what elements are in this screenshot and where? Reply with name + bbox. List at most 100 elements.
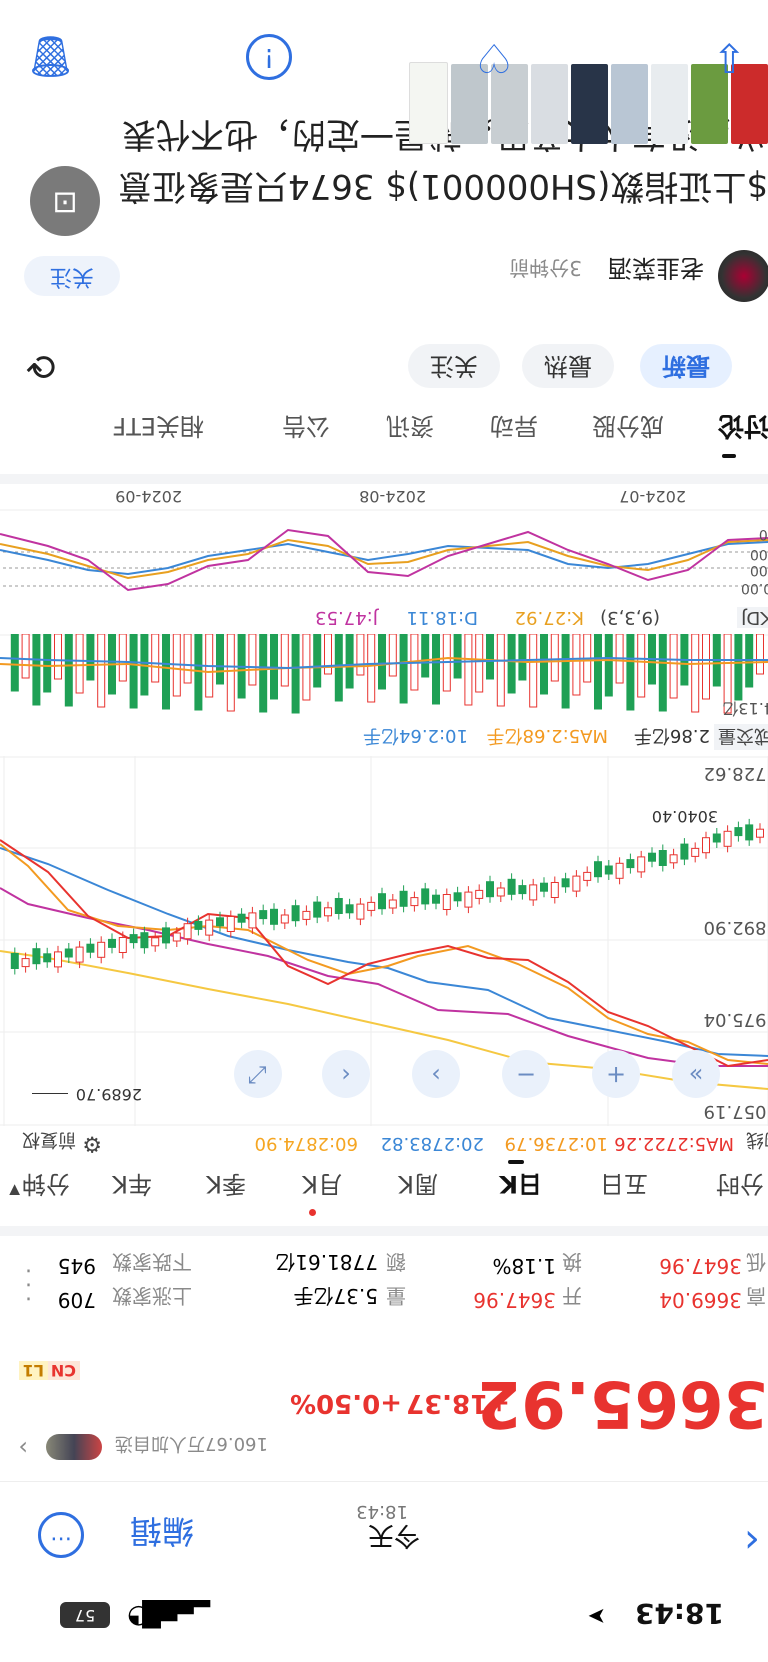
candle-body bbox=[313, 901, 322, 918]
volume-bar bbox=[151, 634, 160, 683]
candle-body bbox=[723, 830, 732, 847]
volume-bar bbox=[43, 634, 52, 693]
candle-body bbox=[21, 958, 30, 968]
kdj-legend: KDJ (9,3,3) K:27.92 D:18.11 J:47.53 bbox=[0, 600, 768, 634]
candle-body bbox=[280, 914, 289, 924]
thumbnail[interactable] bbox=[611, 64, 648, 144]
kline-chart[interactable]: 3057.19 2975.04 2892.90 2728.62 3040.40 … bbox=[0, 756, 768, 1126]
edit-button[interactable]: 编辑 bbox=[129, 1512, 194, 1550]
volume-legend: 成交量 2.86亿手 MA5:2.68亿手 10:2.64亿手 bbox=[0, 722, 768, 756]
period-tabs: 分时 五日 日K 周K 月K 季K 年K 分钟 ▼ bbox=[0, 1160, 768, 1216]
volume-bar bbox=[561, 634, 570, 709]
tab-constituents[interactable]: 成分股 bbox=[592, 412, 664, 440]
volume-bar bbox=[496, 634, 505, 707]
volume-bar bbox=[604, 634, 613, 697]
scroll-right-button[interactable]: › bbox=[412, 1050, 460, 1098]
refresh-icon[interactable]: ⟳ bbox=[25, 345, 56, 386]
volume-bar bbox=[345, 634, 354, 689]
tab-movements[interactable]: 异动 bbox=[490, 412, 538, 440]
thumbnail[interactable] bbox=[651, 64, 688, 144]
tab-rik[interactable]: 日K bbox=[499, 1170, 542, 1198]
candle-body bbox=[118, 937, 127, 953]
zoom-out-button[interactable]: − bbox=[502, 1050, 550, 1098]
volume-bar bbox=[54, 634, 62, 680]
candle-body bbox=[259, 910, 268, 920]
candle-body bbox=[43, 953, 52, 963]
candle-body bbox=[162, 927, 170, 944]
volume-bar bbox=[162, 634, 170, 710]
thumbnail[interactable] bbox=[571, 64, 608, 144]
settings-icon[interactable]: ⚙ bbox=[82, 1131, 102, 1156]
candle-body bbox=[756, 828, 764, 838]
quote-stats: 高 3669.04 开 3647.96 量 5.37亿手 上涨家数 709 低 … bbox=[25, 1250, 766, 1312]
tab-announcements[interactable]: 公告 bbox=[282, 412, 330, 440]
more-icon[interactable]: ⋯ bbox=[38, 1512, 84, 1558]
volume-bar bbox=[367, 634, 376, 703]
candle-body bbox=[54, 951, 62, 968]
tab-fenzhong[interactable]: 分钟 bbox=[22, 1170, 70, 1198]
candle-body bbox=[356, 903, 365, 920]
candle-body bbox=[226, 916, 235, 932]
candle-body bbox=[75, 946, 84, 963]
fast-forward-button[interactable]: » bbox=[672, 1050, 720, 1098]
chip-hot[interactable]: 最热 bbox=[522, 344, 614, 388]
tab-discussion[interactable]: 讨论 bbox=[717, 410, 768, 440]
chip-follow[interactable]: 关注 bbox=[408, 344, 500, 388]
max-price-mark: 2689.70 bbox=[75, 1085, 142, 1104]
dropdown-icon[interactable]: ▼ bbox=[9, 1182, 20, 1198]
scroll-left-button[interactable]: ‹ bbox=[322, 1050, 370, 1098]
chip-latest[interactable]: 最新 bbox=[640, 344, 732, 388]
follow-button[interactable]: 关注 bbox=[24, 256, 120, 296]
location-icon: ➤ bbox=[587, 1603, 606, 1628]
candle-body bbox=[64, 948, 73, 958]
volume-bar bbox=[280, 634, 289, 687]
tab-etf[interactable]: 相关ETF bbox=[112, 412, 204, 440]
author-name[interactable]: 老韭菜酒 bbox=[608, 254, 704, 282]
candle-body bbox=[702, 837, 710, 854]
followers-chevron-icon[interactable]: › bbox=[18, 1434, 28, 1462]
scan-text-icon[interactable]: ⊡ bbox=[30, 166, 100, 236]
candle-body bbox=[388, 899, 397, 909]
candle-body bbox=[637, 856, 646, 873]
fullscreen-button[interactable]: ⤢ bbox=[234, 1050, 282, 1098]
author-avatar[interactable] bbox=[718, 250, 768, 302]
volume-bar bbox=[702, 634, 710, 700]
fq-toggle[interactable]: 前复权 bbox=[22, 1129, 76, 1150]
tab-niank[interactable]: 年K bbox=[112, 1170, 152, 1198]
candle-body bbox=[496, 887, 505, 897]
stats-more-icon[interactable]: · · · bbox=[25, 1257, 32, 1310]
volume-bar bbox=[734, 634, 743, 701]
tab-fenshi[interactable]: 分时 bbox=[716, 1170, 764, 1198]
volume-bar bbox=[32, 634, 41, 706]
volume-bar bbox=[475, 634, 484, 693]
volume-svg bbox=[0, 634, 768, 714]
active-tab-indicator bbox=[508, 1160, 524, 1164]
date-axis: 2024-07 2024-08 2024-09 bbox=[0, 480, 768, 508]
candle-body bbox=[324, 907, 332, 917]
candle-body bbox=[507, 878, 516, 895]
volume-bar bbox=[572, 634, 581, 696]
thumbnail[interactable] bbox=[531, 64, 568, 144]
filter-bar: 最新 最热 关注 ⟳ bbox=[0, 322, 768, 392]
share-icon[interactable]: ⇩ bbox=[712, 34, 746, 80]
candle-body bbox=[583, 871, 592, 881]
photo-strip bbox=[0, 52, 768, 152]
tab-news[interactable]: 资讯 bbox=[386, 412, 434, 440]
volume-bar bbox=[378, 634, 386, 690]
tab-zhouk[interactable]: 周K bbox=[398, 1170, 438, 1198]
alert-icon[interactable]: ! bbox=[246, 34, 292, 80]
tab-yuek[interactable]: 月K bbox=[302, 1170, 342, 1198]
volume-bar bbox=[626, 634, 635, 711]
back-icon[interactable]: ‹ bbox=[744, 1518, 760, 1564]
thumbnail[interactable] bbox=[409, 62, 448, 144]
ma-legend: 均线 MA5:2722.26 10:2736.79 20:2783.82 60:… bbox=[22, 1129, 768, 1156]
tab-jik[interactable]: 季K bbox=[206, 1170, 246, 1198]
tab-wuri[interactable]: 五日 bbox=[600, 1170, 648, 1198]
candle-body bbox=[194, 920, 203, 930]
heart-icon[interactable]: ♡ bbox=[476, 34, 512, 80]
volume-bar bbox=[453, 634, 462, 679]
zoom-in-button[interactable]: + bbox=[592, 1050, 640, 1098]
candle-body bbox=[594, 861, 602, 878]
candle-body bbox=[432, 894, 440, 904]
trash-icon[interactable]: 🗑 bbox=[25, 33, 76, 79]
